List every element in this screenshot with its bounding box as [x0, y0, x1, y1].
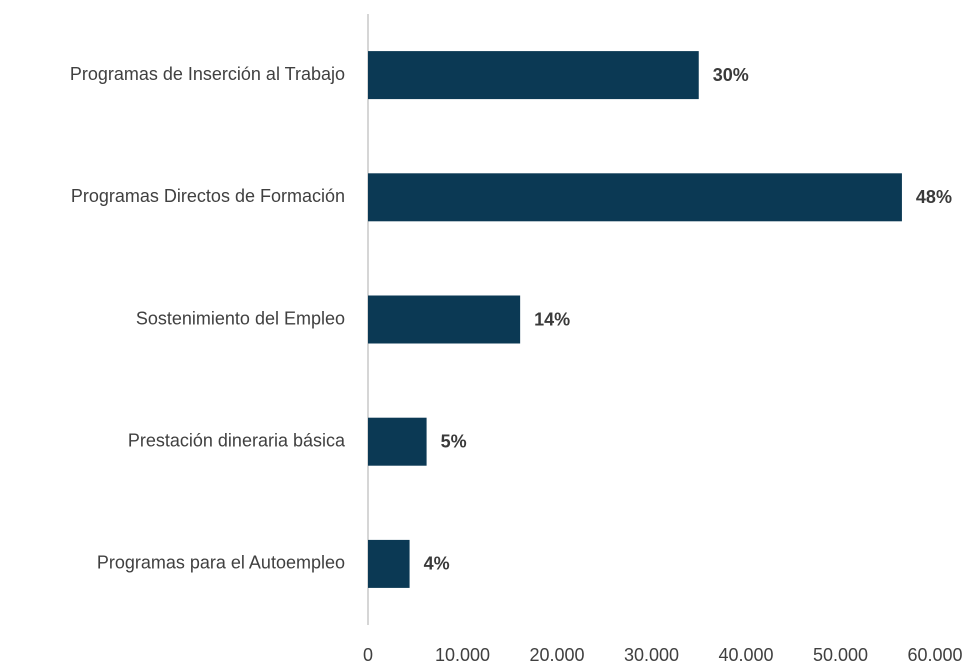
x-tick-label: 10.000 — [435, 645, 490, 665]
value-label: 5% — [441, 431, 467, 451]
y-tick-label: Prestación dineraria básica — [128, 430, 346, 450]
x-tick-label: 60.000 — [907, 645, 962, 665]
bar — [368, 417, 427, 466]
value-label: 14% — [534, 309, 570, 329]
bar — [368, 539, 410, 588]
y-tick-label: Programas Directos de Formación — [71, 186, 345, 206]
x-tick-label: 20.000 — [529, 645, 584, 665]
value-label: 30% — [713, 65, 749, 85]
bar — [368, 295, 521, 344]
y-tick-label: Programas para el Autoempleo — [97, 553, 345, 573]
y-tick-label: Programas de Inserción al Trabajo — [70, 64, 345, 84]
x-tick-label: 50.000 — [813, 645, 868, 665]
bar — [368, 51, 699, 100]
x-tick-label: 30.000 — [624, 645, 679, 665]
value-label: 4% — [424, 554, 450, 574]
x-tick-label: 0 — [363, 645, 373, 665]
y-tick-label: Sostenimiento del Empleo — [136, 308, 345, 328]
x-tick-label: 40.000 — [718, 645, 773, 665]
bar — [368, 173, 902, 222]
value-label: 48% — [916, 187, 952, 207]
